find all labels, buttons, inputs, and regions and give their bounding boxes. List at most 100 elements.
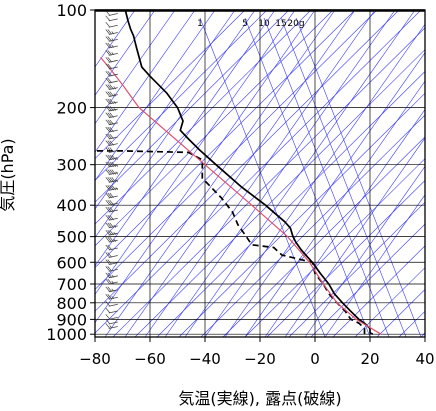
wind-barb-flag [107, 50, 113, 56]
wind-barb-half-flag [113, 93, 117, 97]
wind-barb-flag [107, 84, 113, 90]
wind-barb-flag [105, 36, 111, 42]
wind-barb-flag [107, 266, 113, 272]
wind-barb-shaft [108, 268, 118, 272]
wind-barb-half-flag [111, 296, 115, 300]
wind-barb-flag [105, 42, 111, 49]
wind-barb-flag [105, 272, 111, 278]
wind-barb-flag [105, 266, 111, 272]
wind-barb-shaft [108, 316, 118, 320]
wind-barb-flag [109, 214, 115, 221]
wind-barb-flag [107, 119, 113, 125]
isotherm-line [95, 10, 422, 334]
dry-adiabat-line [104, 10, 336, 337]
y-tick-label: 1000 [46, 325, 87, 344]
wind-barb-flag [107, 259, 113, 265]
wind-barb-flag [105, 21, 111, 28]
wind-barb-flag [107, 185, 113, 191]
wind-barb [105, 294, 118, 300]
wind-barb-flag [107, 63, 113, 69]
wind-barb-flag [107, 286, 113, 292]
wind-barb [105, 244, 118, 251]
wind-barb-flag [107, 112, 113, 118]
wind-barb [105, 286, 118, 293]
y-tick-label: 700 [56, 275, 87, 294]
y-tick-label: 800 [56, 294, 87, 313]
wind-barb-flag [107, 154, 113, 160]
wind-barb [105, 199, 118, 206]
wind-barb-half-flag [111, 38, 115, 42]
wind-barb-flag [105, 112, 111, 118]
wind-barb-half-flag [113, 86, 117, 90]
wind-barb-flag [109, 206, 115, 213]
wind-barb-flag [105, 50, 111, 56]
isotherm-line [244, 158, 425, 337]
wind-barb-flag [109, 140, 115, 146]
x-axis-title: 気温(実線), 露点(破線) [178, 389, 341, 408]
wind-barb-half-flag [111, 52, 115, 56]
wind-barb-flag [105, 98, 111, 105]
wind-barb-half-flag [111, 288, 115, 292]
wind-barb [105, 147, 118, 153]
wind-barb-flag [107, 222, 113, 228]
x-tick-label: −20 [244, 350, 276, 368]
wind-barb-shaft [108, 73, 118, 77]
wind-barb-flag [109, 119, 115, 125]
wind-barb-flag [105, 229, 111, 236]
y-tick-label: 500 [56, 228, 87, 247]
wind-barb-flag [107, 294, 113, 300]
dry-adiabat-line [324, 194, 425, 337]
wind-barb [105, 318, 118, 325]
wind-barb-shaft [108, 18, 118, 22]
wind-barb [105, 126, 118, 133]
dry-adiabat-line [95, 10, 136, 68]
wind-barb-flag [107, 229, 113, 236]
y-tick-label: 300 [56, 156, 87, 175]
isotherm-line [222, 136, 425, 337]
wind-barb [105, 252, 118, 258]
wind-barb [105, 36, 118, 42]
wind-barb-flag [105, 307, 111, 313]
x-tick-label: −40 [189, 350, 221, 368]
wind-barb [105, 307, 118, 314]
wind-barb-flag [105, 185, 111, 191]
wind-barb-flag [105, 294, 111, 300]
wind-barb-flag [105, 278, 111, 285]
y-axis-title: 気圧(hPa) [0, 138, 17, 211]
dry-adiabat-line [304, 165, 425, 337]
dry-adiabat-line [95, 10, 176, 125]
wind-barb-flag [105, 206, 111, 213]
wind-barb-flag [107, 36, 113, 42]
wind-barb-flag [111, 161, 117, 168]
dry-adiabat-line [224, 52, 425, 337]
wind-barb-flag [109, 199, 115, 206]
wind-barb-flag [107, 278, 113, 285]
wind-barb [105, 84, 118, 90]
wind-barb-half-flag [113, 238, 117, 242]
wind-barb-half-flag [113, 107, 117, 111]
wind-barb-flag [109, 222, 115, 228]
wind-barb-flag [109, 192, 115, 198]
x-tick-label: 40 [415, 350, 434, 368]
dry-adiabat-line [95, 10, 196, 153]
wind-barb-flag [105, 133, 111, 140]
wind-barb-half-flag [111, 31, 115, 35]
isotherm-line [95, 10, 356, 269]
wind-barb-shaft [108, 303, 118, 307]
wind-barb [105, 154, 119, 161]
wind-barb [105, 57, 118, 63]
wind-barb [105, 314, 118, 320]
wind-barb [105, 98, 118, 105]
wind-barb [105, 140, 118, 147]
series-group [95, 10, 382, 335]
wind-barb-flag [107, 272, 113, 278]
isotherm-line [156, 71, 425, 337]
wind-barb-flag [109, 105, 115, 112]
wind-barb-flag [109, 126, 115, 133]
wind-barb [105, 161, 119, 168]
wind-barb-flag [107, 206, 113, 213]
wind-barb-half-flag [115, 179, 119, 183]
mixing-ratio-labels: 1 5 10 15 20g [197, 19, 304, 29]
wind-barb-flag [107, 236, 113, 243]
